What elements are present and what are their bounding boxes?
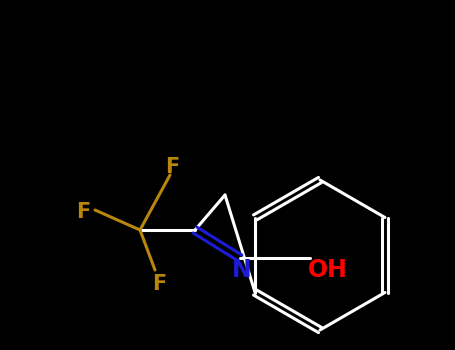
Text: F: F xyxy=(165,157,179,177)
Text: F: F xyxy=(152,274,166,294)
Text: OH: OH xyxy=(308,258,348,282)
Text: N: N xyxy=(232,258,252,282)
Text: F: F xyxy=(76,202,90,222)
